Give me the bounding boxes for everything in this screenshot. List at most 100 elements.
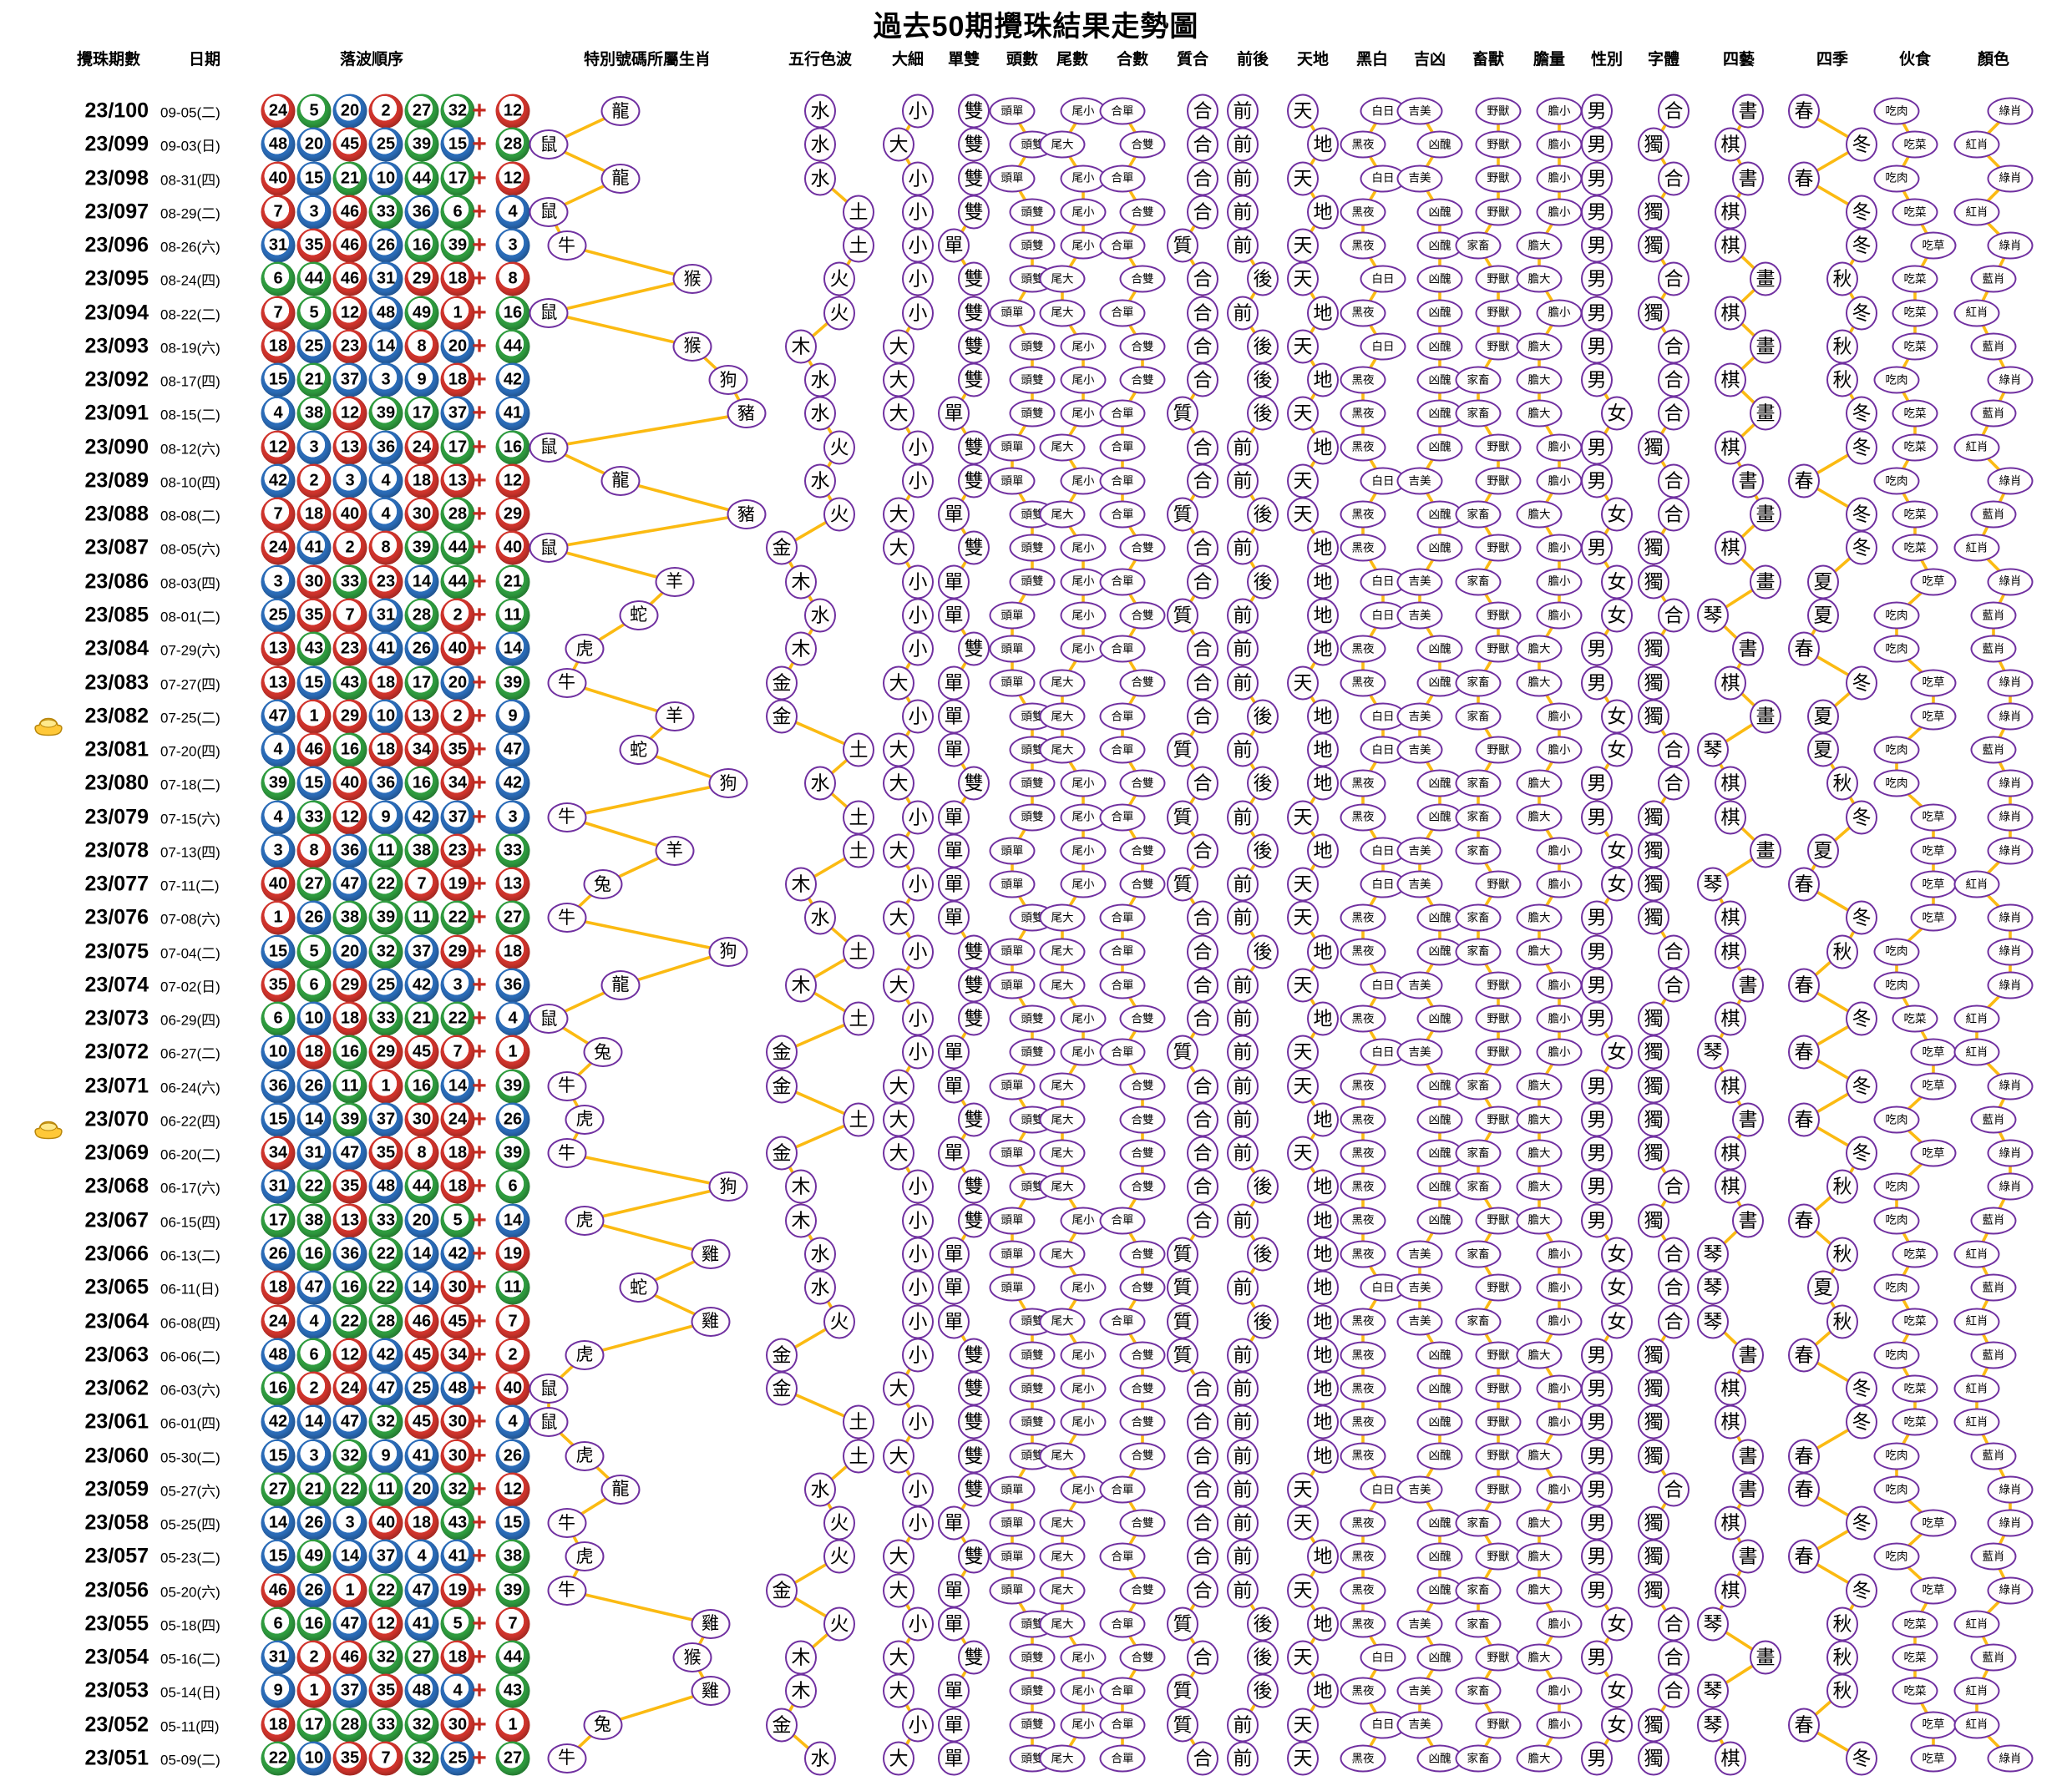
trend-marker-吉凶: 凶醜: [1416, 534, 1463, 562]
trend-marker-性別: 男: [1581, 1102, 1613, 1137]
trend-marker-畜獸: 野獸: [1475, 1207, 1522, 1235]
trend-marker-天地: 地: [1307, 1270, 1339, 1305]
trend-marker-單雙: 單: [938, 564, 970, 600]
trend-marker-吉凶: 吉美: [1396, 971, 1443, 999]
trend-marker-大細: 大: [883, 1069, 914, 1104]
drawn-ball: 47: [404, 1573, 439, 1608]
trend-marker-伙食: 吃菜: [1892, 265, 1938, 293]
trend-marker-黑白: 黑夜: [1340, 1509, 1386, 1537]
trend-marker-膽量: 膽小: [1536, 1475, 1583, 1504]
trend-marker-吉凶: 吉美: [1396, 870, 1443, 898]
trend-marker-四季: 秋: [1826, 329, 1858, 364]
trend-marker-合數: 合雙: [1119, 1072, 1166, 1101]
period-label: 23/060: [84, 1444, 149, 1468]
drawn-ball: 33: [368, 195, 403, 230]
trend-marker-頭數: 頭單: [989, 1072, 1036, 1101]
trend-marker-四藝: 琴: [1697, 1237, 1729, 1272]
special-ball: 4: [495, 1001, 530, 1036]
drawn-ball: 14: [440, 1069, 475, 1104]
drawn-ball: 21: [296, 362, 332, 397]
trend-marker-黑白: 黑夜: [1340, 399, 1386, 428]
trend-marker-伙食: 吃菜: [1892, 1240, 1938, 1268]
trend-marker-伙食: 吃菜: [1892, 332, 1938, 361]
trend-marker-四藝: 書: [1732, 1539, 1764, 1574]
trend-marker-前後: 前: [1227, 800, 1259, 835]
trend-marker-大細: 大: [883, 732, 914, 767]
zodiac-marker: 兔: [583, 1037, 622, 1068]
drawn-ball: 2: [296, 1640, 332, 1675]
trend-marker-合數: 合單: [1099, 1677, 1146, 1705]
drawn-ball: 35: [332, 1169, 367, 1204]
drawn-ball: 37: [440, 800, 475, 835]
trend-marker-四季: 春: [1788, 1708, 1820, 1743]
trend-marker-單雙: 雙: [958, 934, 990, 969]
drawn-ball: 39: [404, 530, 439, 565]
trend-marker-四季: 冬: [1846, 800, 1877, 835]
special-ball: 18: [495, 934, 530, 969]
drawn-ball: 32: [404, 1708, 439, 1743]
trend-marker-膽量: 膽大: [1516, 1542, 1563, 1571]
zodiac-marker: 蛇: [619, 600, 658, 630]
trend-marker-合數: 合雙: [1119, 332, 1166, 361]
trend-marker-五行色波: 水: [804, 161, 836, 196]
drawn-ball: 22: [368, 1237, 403, 1272]
drawn-ball: 23: [332, 631, 367, 666]
drawn-ball: 20: [440, 665, 475, 700]
trend-marker-膽量: 膽大: [1516, 332, 1563, 361]
trend-marker-質合: 合: [1187, 195, 1218, 230]
period-label: 23/097: [84, 200, 149, 224]
trend-marker-五行色波: 金: [766, 1035, 798, 1070]
trend-marker-顏色: 綠肖: [1987, 231, 2034, 260]
trend-marker-四季: 冬: [1846, 396, 1877, 431]
drawn-ball: 3: [296, 430, 332, 465]
zodiac-marker: 鼠: [529, 297, 569, 328]
trend-marker-四季: 春: [1788, 631, 1820, 666]
trend-marker-顏色: 藍肖: [1970, 500, 2017, 529]
zodiac-marker: 虎: [565, 1104, 605, 1135]
trend-marker-膽量: 膽小: [1536, 433, 1583, 462]
trend-marker-單雙: 單: [938, 1741, 970, 1776]
draw-date: 05-20(六): [160, 1584, 220, 1601]
trend-marker-頭數: 頭雙: [1009, 231, 1056, 260]
draw-date: 06-20(二): [160, 1146, 220, 1163]
trend-marker-四藝: 棋: [1715, 934, 1746, 969]
trend-marker-四季: 春: [1788, 1035, 1820, 1070]
trend-marker-畜獸: 野獸: [1475, 97, 1522, 125]
trend-marker-膽量: 膽小: [1536, 601, 1583, 630]
trend-marker-膽量: 膽大: [1516, 669, 1563, 696]
drawn-ball: 4: [440, 1673, 475, 1708]
trend-marker-前後: 前: [1227, 127, 1259, 162]
draw-date: 06-27(二): [160, 1045, 220, 1062]
period-label: 23/084: [84, 636, 149, 660]
trend-marker-尾數: 尾小: [1060, 1341, 1107, 1369]
drawn-ball: 25: [368, 127, 403, 162]
drawn-ball: 42: [440, 1237, 475, 1272]
trend-marker-畜獸: 家畜: [1455, 1677, 1502, 1705]
trend-marker-顏色: 藍肖: [1970, 1542, 2017, 1571]
drawn-ball: 48: [440, 1371, 475, 1406]
drawn-ball: 13: [332, 430, 367, 465]
drawn-ball: 5: [296, 296, 332, 331]
drawn-ball: 25: [440, 1741, 475, 1776]
trend-marker-吉凶: 吉美: [1396, 1475, 1443, 1504]
trend-marker-四季: 春: [1788, 1439, 1820, 1474]
trend-marker-吉凶: 凶醜: [1416, 1643, 1463, 1672]
trend-marker-尾數: 尾小: [1060, 1475, 1107, 1504]
trend-marker-伙食: 吃草: [1910, 669, 1957, 696]
drawn-ball: 4: [368, 497, 403, 532]
trend-marker-吉凶: 凶醜: [1416, 198, 1463, 226]
plus-sign: +: [472, 802, 487, 831]
trend-marker-畜獸: 野獸: [1475, 1004, 1522, 1033]
special-ball: 21: [495, 564, 530, 600]
column-header-18: 性別: [1590, 51, 1624, 68]
trend-marker-尾數: 尾大: [1039, 1610, 1086, 1638]
zodiac-marker: 牛: [547, 230, 586, 261]
trend-marker-質合: 質: [1167, 732, 1198, 767]
trend-marker-字體: 獨: [1638, 867, 1669, 902]
period-label: 23/066: [84, 1242, 149, 1266]
trend-marker-單雙: 單: [938, 900, 970, 935]
trend-marker-畜獸: 野獸: [1475, 299, 1522, 327]
trend-marker-單雙: 雙: [958, 161, 990, 196]
drawn-ball: 38: [404, 833, 439, 868]
zodiac-marker: 狗: [708, 365, 748, 396]
